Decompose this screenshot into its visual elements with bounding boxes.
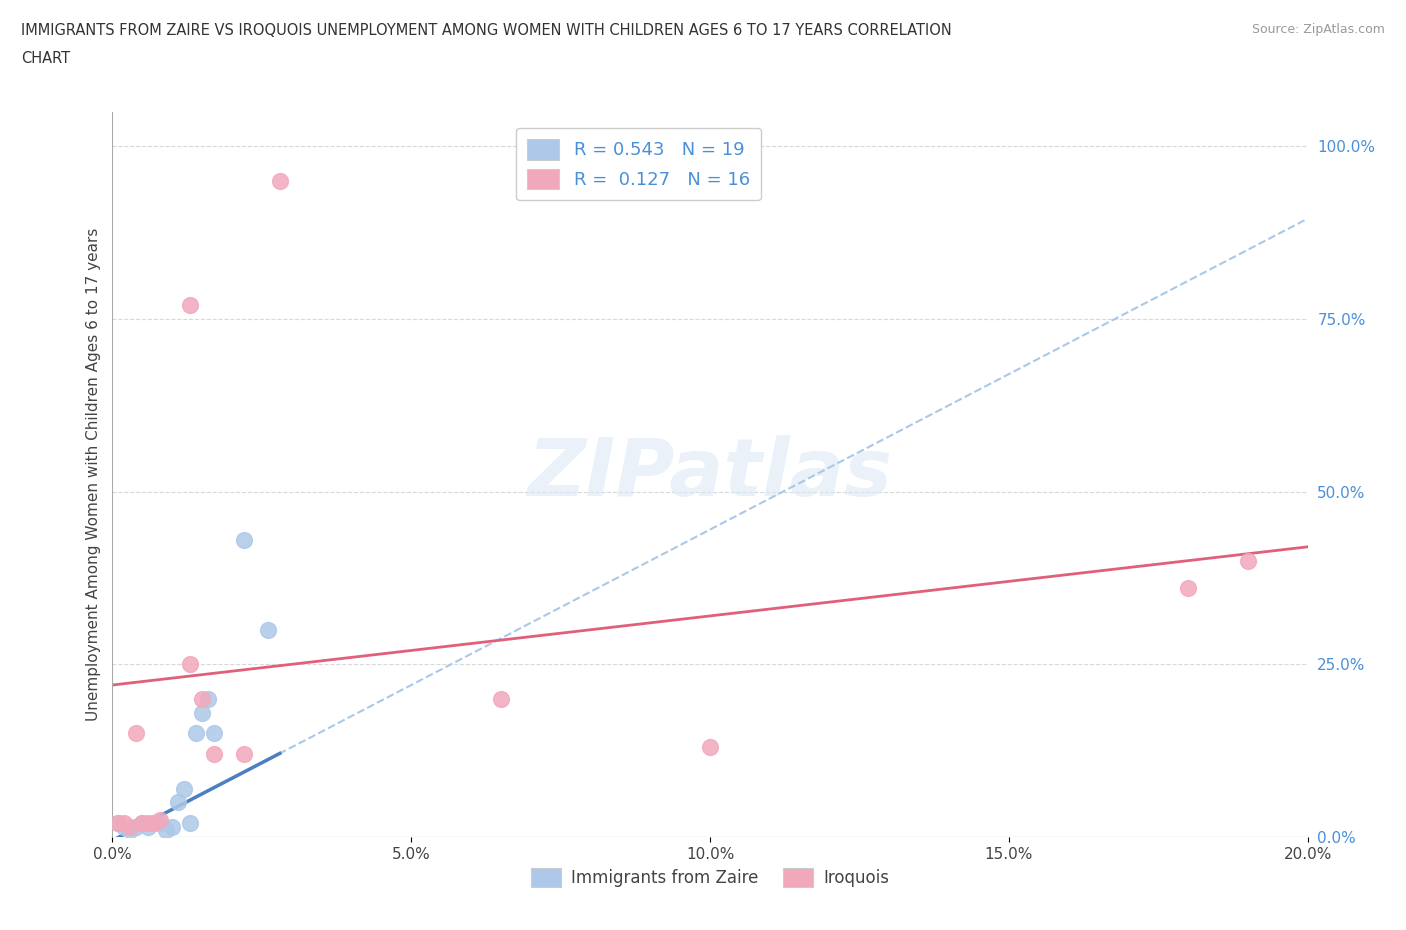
Point [173, 781, 195, 796]
Point [233, 533, 256, 548]
Point [191, 705, 214, 720]
Point [167, 795, 190, 810]
Point [107, 816, 129, 830]
Point [202, 726, 225, 741]
Point [179, 657, 201, 671]
Point [143, 816, 166, 830]
Point [257, 622, 280, 637]
Point [191, 691, 214, 706]
Point [179, 816, 201, 830]
Point [131, 816, 153, 830]
Point [107, 816, 129, 830]
Point [1237, 553, 1260, 568]
Point [149, 812, 172, 827]
Text: Source: ZipAtlas.com: Source: ZipAtlas.com [1251, 23, 1385, 36]
Text: CHART: CHART [21, 51, 70, 66]
Point [149, 816, 172, 830]
Point [155, 823, 177, 838]
Point [138, 819, 160, 834]
Text: IMMIGRANTS FROM ZAIRE VS IROQUOIS UNEMPLOYMENT AMONG WOMEN WITH CHILDREN AGES 6 : IMMIGRANTS FROM ZAIRE VS IROQUOIS UNEMPL… [21, 23, 952, 38]
Point [186, 726, 208, 741]
Point [202, 747, 225, 762]
Point [143, 816, 166, 830]
Point [1177, 581, 1199, 596]
Point [269, 173, 291, 188]
Point [179, 298, 201, 312]
Point [120, 823, 142, 838]
Point [131, 816, 153, 830]
Point [197, 691, 219, 706]
Point [125, 819, 148, 834]
Legend: Immigrants from Zaire, Iroquois: Immigrants from Zaire, Iroquois [524, 861, 896, 894]
Point [114, 816, 135, 830]
Text: ZIPatlas: ZIPatlas [527, 435, 893, 513]
Point [699, 739, 721, 754]
Point [162, 819, 183, 834]
Point [489, 691, 512, 706]
Point [120, 819, 142, 834]
Y-axis label: Unemployment Among Women with Children Ages 6 to 17 years: Unemployment Among Women with Children A… [86, 228, 101, 721]
Point [114, 819, 135, 834]
Point [233, 747, 256, 762]
Point [125, 726, 148, 741]
Point [138, 816, 160, 830]
